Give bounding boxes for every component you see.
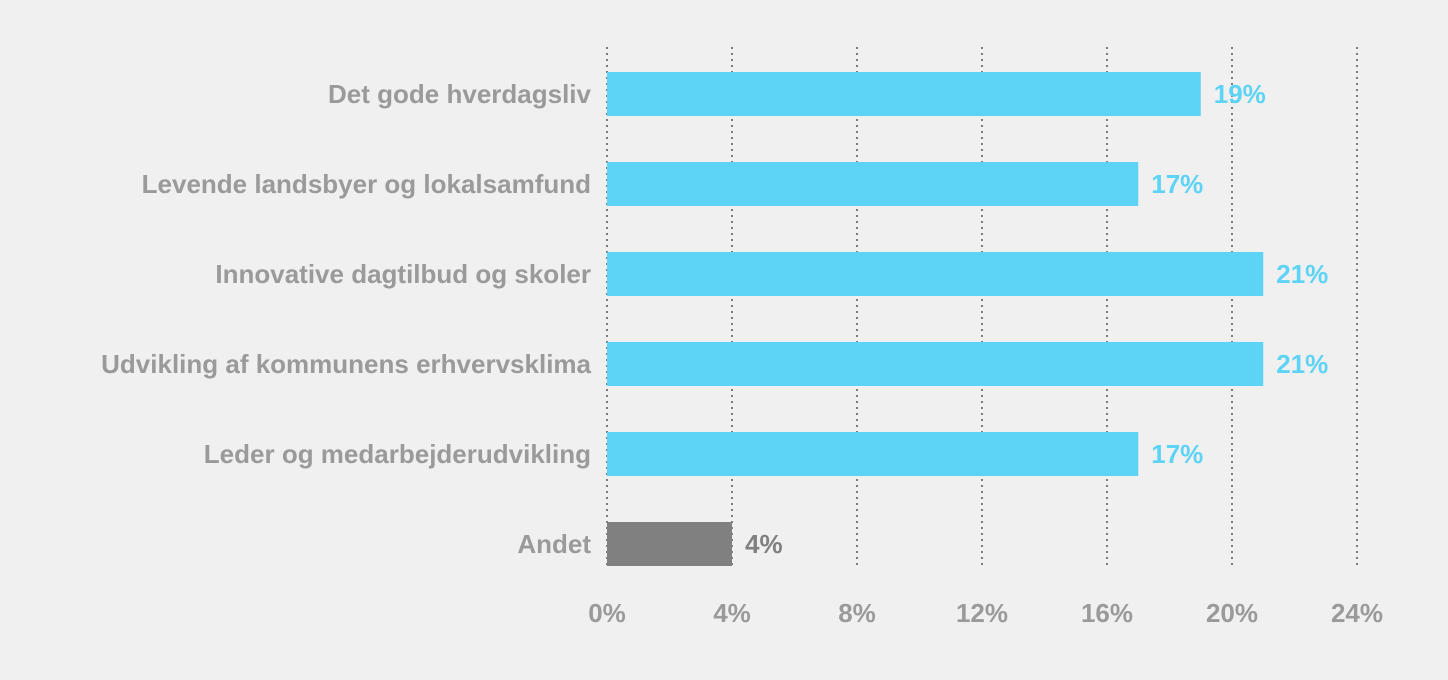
x-tick-label: 24% (1331, 598, 1383, 628)
value-label: 17% (1151, 439, 1203, 469)
bar (607, 342, 1264, 386)
value-label: 21% (1276, 259, 1328, 289)
bar (607, 162, 1139, 206)
x-tick-label: 4% (713, 598, 751, 628)
x-axis-ticks: 0% 4% 8% 12% 16% 20% 24% (588, 598, 1383, 628)
bars (607, 72, 1264, 566)
category-label: Leder og medarbejderudvikling (204, 439, 591, 469)
bar (607, 252, 1264, 296)
category-label: Levende landsbyer og lokalsamfund (142, 169, 591, 199)
bar (607, 432, 1139, 476)
value-label: 19% (1214, 79, 1266, 109)
category-label: Innovative dagtilbud og skoler (215, 259, 591, 289)
x-tick-label: 12% (956, 598, 1008, 628)
x-tick-label: 0% (588, 598, 626, 628)
x-tick-label: 20% (1206, 598, 1258, 628)
category-label: Det gode hverdagsliv (328, 79, 591, 109)
category-label: Udvikling af kommunens erhvervsklima (101, 349, 591, 379)
grid-lines (606, 47, 1358, 566)
value-label: 17% (1151, 169, 1203, 199)
x-tick-label: 8% (838, 598, 876, 628)
value-label: 21% (1276, 349, 1328, 379)
bar (607, 522, 732, 566)
value-labels: 19% 17% 21% 21% 17% 4% (745, 79, 1328, 559)
category-labels: Det gode hverdagsliv Levende landsbyer og… (101, 79, 591, 559)
x-tick-label: 16% (1081, 598, 1133, 628)
category-label: Andet (517, 529, 591, 559)
bar (607, 72, 1201, 116)
value-label: 4% (745, 529, 783, 559)
